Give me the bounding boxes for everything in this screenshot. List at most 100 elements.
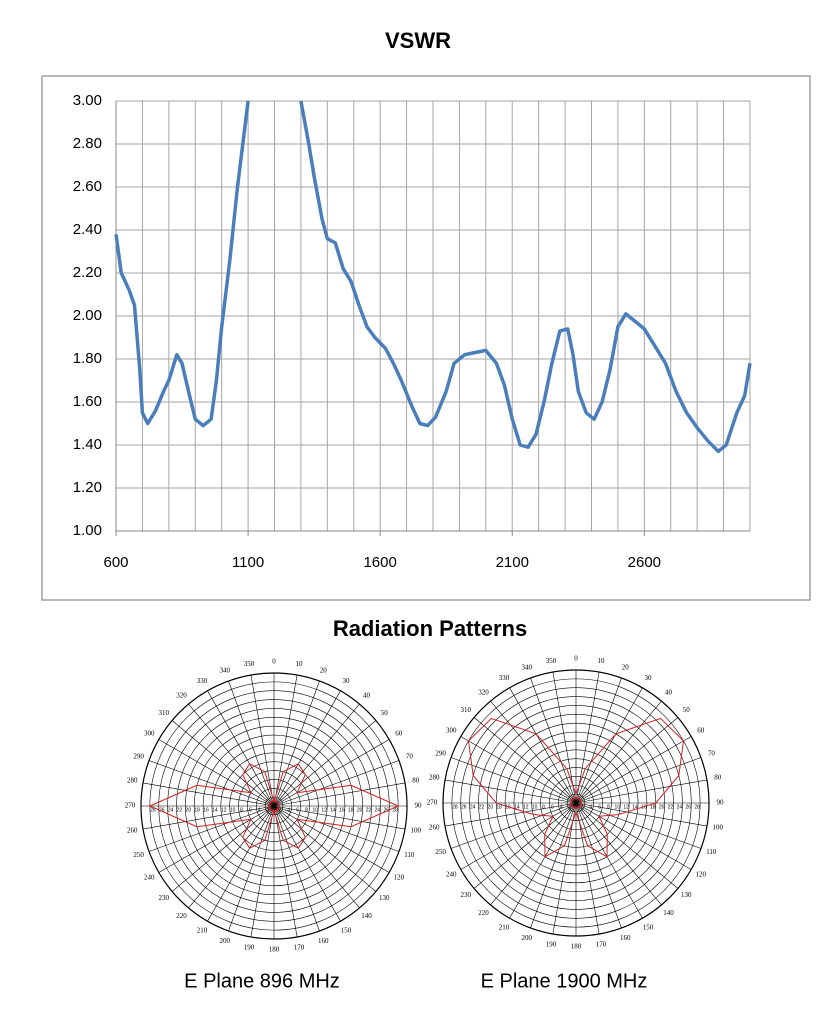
r-tick-label: 20 — [357, 807, 363, 813]
r-tick-label: 28 — [452, 804, 458, 810]
r-tick-label: 22 — [366, 807, 372, 813]
r-tick-label: 28 — [392, 807, 398, 813]
polar-spoke — [228, 805, 275, 932]
polar-spoke — [142, 805, 275, 830]
y-tick-label: 2.00 — [73, 307, 102, 324]
theta-tick-label: 100 — [713, 824, 724, 832]
r-tick-label: 14 — [330, 807, 336, 813]
polar-spoke — [473, 717, 577, 804]
theta-tick-label: 120 — [695, 871, 706, 879]
theta-tick-label: 70 — [708, 749, 716, 757]
y-tick-label: 2.40 — [73, 221, 102, 238]
polar-spoke — [273, 739, 390, 807]
theta-tick-label: 190 — [244, 943, 255, 951]
theta-tick-label: 230 — [158, 894, 169, 902]
r-tick-label: 18 — [496, 804, 502, 810]
polar-spoke — [273, 805, 406, 830]
r-tick-label: 18 — [348, 807, 354, 813]
theta-tick-label: 80 — [714, 774, 722, 782]
r-tick-label: 10 — [532, 804, 538, 810]
polar-spoke — [273, 805, 377, 892]
x-tick-label: 1100 — [232, 554, 264, 571]
r-tick-label: 14 — [632, 804, 638, 810]
r-tick-label: 8 — [240, 807, 243, 813]
polar-spoke — [250, 805, 275, 938]
polar-spoke — [148, 805, 275, 852]
chart-frame — [41, 75, 811, 601]
polar-spoke — [530, 802, 577, 929]
theta-tick-label: 340 — [219, 666, 230, 674]
theta-tick-label: 320 — [478, 688, 489, 696]
theta-tick-label: 80 — [412, 777, 420, 785]
polar-spoke — [490, 802, 577, 906]
theta-tick-label: 0 — [574, 655, 578, 663]
y-tick-label: 1.40 — [73, 436, 102, 453]
polar-spoke — [552, 802, 577, 935]
theta-tick-label: 340 — [521, 663, 532, 671]
theta-tick-label: 290 — [435, 749, 446, 757]
theta-tick-label: 30 — [343, 677, 351, 685]
r-tick-label: 14 — [514, 804, 520, 810]
polar-spoke — [575, 736, 692, 804]
r-tick-label: 12 — [523, 804, 529, 810]
polar-spoke — [473, 802, 577, 889]
theta-tick-label: 260 — [429, 824, 440, 832]
r-tick-label: 16 — [641, 804, 647, 810]
theta-tick-label: 210 — [499, 923, 510, 931]
polar-spoke — [273, 703, 360, 807]
theta-tick-label: 310 — [460, 706, 471, 714]
polar-spoke — [273, 805, 390, 873]
chart-caption: E Plane 896 MHz — [184, 970, 340, 992]
polar-spoke — [444, 779, 577, 804]
polar-spoke — [158, 805, 275, 873]
theta-tick-label: 310 — [158, 709, 169, 717]
r-tick-label: 16 — [339, 807, 345, 813]
theta-tick-label: 0 — [272, 658, 276, 666]
r-tick-label: 2 — [278, 807, 281, 813]
theta-tick-label: 20 — [622, 663, 630, 671]
theta-tick-label: 40 — [363, 691, 371, 699]
theta-tick-label: 150 — [643, 923, 654, 931]
polar-spoke — [575, 802, 600, 935]
polar-spoke — [575, 802, 622, 929]
r-tick-label: 12 — [623, 804, 629, 810]
theta-tick-label: 260 — [127, 827, 138, 835]
theta-tick-label: 250 — [435, 848, 446, 856]
theta-tick-label: 350 — [244, 660, 255, 668]
r-tick-label: 2 — [569, 804, 572, 810]
polar-center — [268, 800, 280, 812]
polar-spoke — [273, 680, 320, 807]
theta-tick-label: 70 — [406, 752, 414, 760]
theta-tick-label: 130 — [379, 894, 390, 902]
polar-spoke — [207, 805, 275, 922]
r-tick-label: 4 — [560, 804, 563, 810]
r-tick-label: 20 — [488, 804, 494, 810]
polar-spoke — [273, 674, 298, 807]
theta-tick-label: 320 — [176, 691, 187, 699]
polar-spoke — [158, 739, 275, 807]
r-tick-label: 28 — [694, 804, 700, 810]
theta-tick-label: 240 — [144, 874, 155, 882]
polar-spoke — [509, 802, 577, 919]
r-tick-label: 24 — [677, 804, 683, 810]
chart-caption: E Plane 1900 MHz — [481, 970, 648, 992]
r-tick-label: 12 — [221, 807, 227, 813]
y-tick-label: 1.00 — [73, 522, 102, 539]
theta-tick-label: 330 — [499, 674, 510, 682]
polar-spoke — [509, 687, 577, 804]
y-tick-label: 1.20 — [73, 479, 102, 496]
polar-spoke — [575, 671, 600, 804]
polar-spoke — [188, 805, 275, 909]
theta-tick-label: 110 — [706, 848, 717, 856]
theta-tick-label: 130 — [681, 891, 692, 899]
polar-spoke — [460, 802, 577, 870]
r-tick-label: 2 — [267, 807, 270, 813]
section-title: Radiation Patterns — [333, 616, 527, 641]
polar-spoke — [575, 717, 679, 804]
theta-tick-label: 210 — [197, 926, 208, 934]
polar-spoke — [250, 674, 275, 807]
polar-spoke — [575, 700, 662, 804]
polar-spoke — [188, 703, 275, 807]
polar-spoke — [575, 802, 692, 870]
theta-tick-label: 90 — [717, 799, 725, 807]
